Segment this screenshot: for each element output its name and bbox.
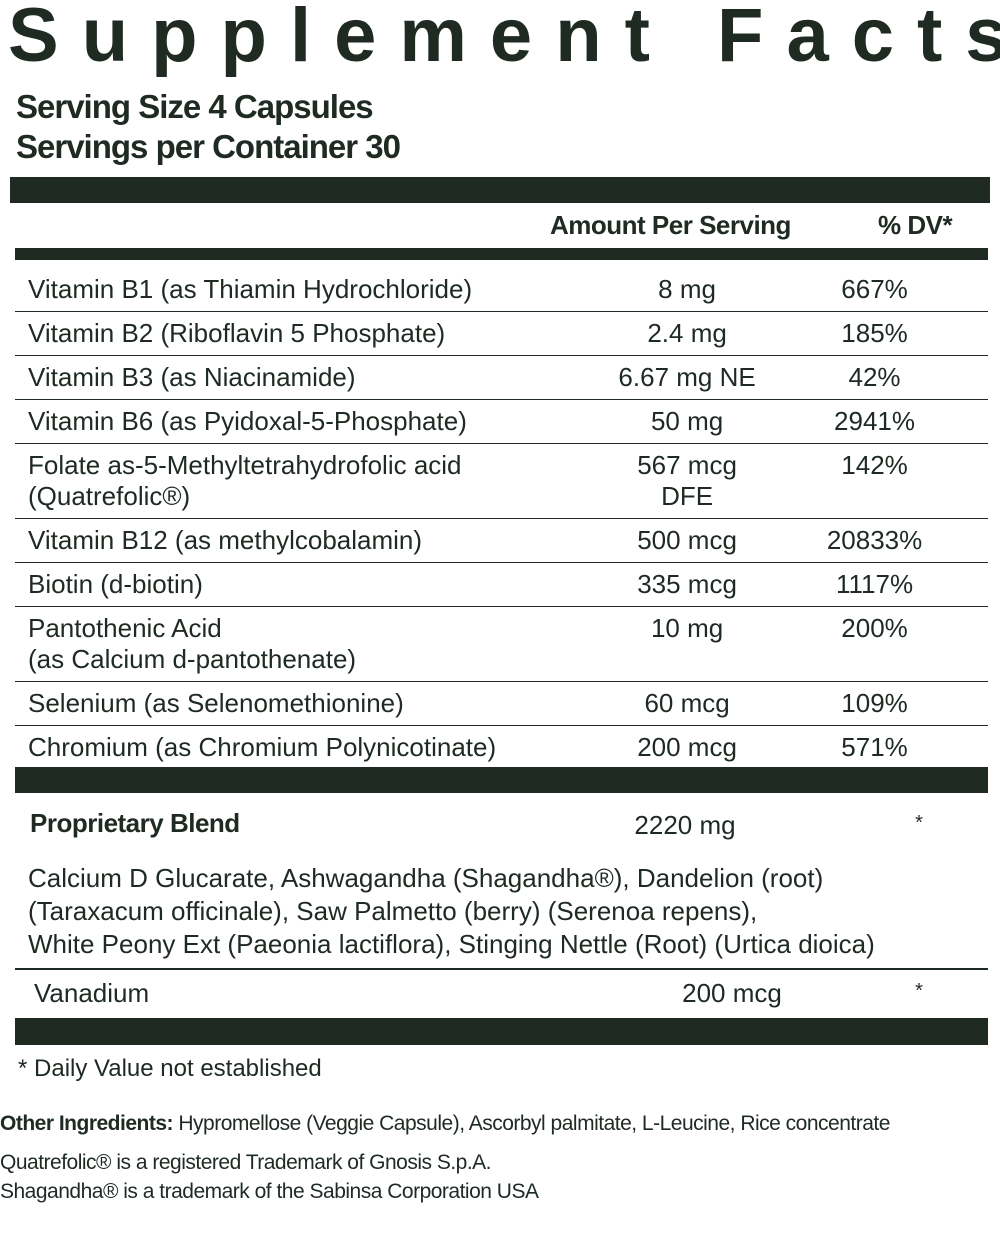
other-ingredients-text: Hypromellose (Veggie Capsule), Ascorbyl …	[178, 1112, 890, 1135]
nutrient-amount: 8 mg	[658, 274, 716, 304]
nutrient-row: Vitamin B12 (as methylcobalamin) 500 mcg 2…	[15, 519, 988, 563]
footnote: * Daily Value not established	[18, 1055, 322, 1082]
vanadium-dv: *	[915, 980, 923, 1002]
nutrient-row: Biotin (d-biotin) 335 mcg 1117%	[15, 563, 988, 607]
divider-bar	[15, 767, 988, 793]
nutrient-dv: 185%	[841, 318, 908, 348]
nutrient-amount: 60 mcg	[644, 688, 730, 718]
ingredient-line: Calcium D Glucarate, Ashwagandha (Shagan…	[28, 863, 824, 893]
nutrient-name: Pantothenic Acid (as Calcium d-pantothen…	[28, 613, 357, 674]
nutrient-amount: 500 mcg	[637, 525, 737, 555]
nutrient-row: Vitamin B2 (Riboflavin 5 Phosphate) 2.4 m…	[15, 312, 988, 356]
nutrient-dv: 142%	[841, 450, 908, 480]
serving-size: Serving Size 4 Capsules	[16, 88, 374, 125]
nutrient-amount: 50 mg	[650, 406, 724, 436]
trademark: Shagandha® is a trademark of the Sabinsa…	[0, 1180, 539, 1203]
nutrient-name: Vitamin B3 (as Niacinamide)	[28, 362, 356, 392]
nutrient-dv: 200%	[841, 613, 908, 643]
nutrient-dv: 109%	[841, 688, 908, 718]
amount-header: Amount Per Serving	[550, 210, 791, 240]
nutrient-row: Pantothenic Acid (as Calcium d-pantothen…	[15, 607, 988, 682]
nutrient-amount: 335 mcg	[637, 569, 737, 599]
nutrient-dv: 42%	[848, 362, 901, 392]
nutrient-name: Vitamin B1 (as Thiamin Hydrochloride)	[28, 274, 473, 304]
nutrient-dv: 667%	[841, 274, 908, 304]
nutrient-dv: 1117%	[835, 569, 914, 599]
dv-header: % DV*	[878, 210, 953, 240]
nutrient-amount: 200 mcg	[637, 732, 737, 762]
servings-per-container: Servings per Container 30	[16, 128, 401, 165]
ingredient-line: White Peony Ext (Paeonia lactiflora), St…	[28, 929, 875, 959]
other-ingredients-label: Other Ingredients:	[0, 1112, 174, 1135]
nutrient-dv: 2941%	[834, 406, 916, 436]
ingredient-line: (Taraxacum officinale), Saw Palmetto (be…	[28, 896, 758, 926]
nutrient-name: Folate as-5-Methyltetrahydrofolic acid (…	[28, 450, 462, 511]
divider-bar	[15, 248, 988, 260]
nutrient-row: Vitamin B6 (as Pyidoxal-5-Phosphate) 50 m…	[15, 400, 988, 444]
blend-ingredients: Calcium D Glucarate, Ashwagandha (Shagan…	[28, 862, 875, 961]
blend-dv: *	[915, 812, 923, 834]
title: Supplement Facts	[8, 0, 1000, 78]
nutrient-row: Chromium (as Chromium Polynicotinate) 200…	[15, 726, 988, 769]
nutrient-name: Vitamin B12 (as methylcobalamin)	[28, 525, 423, 555]
nutrient-amount: 10 mg	[650, 613, 724, 643]
nutrient-dv: 20833%	[826, 525, 923, 555]
nutrient-name: Selenium (as Selenomethionine)	[28, 688, 404, 718]
divider-bar	[15, 1018, 988, 1045]
nutrient-row: Selenium (as Selenomethionine) 60 mcg 109%	[15, 682, 988, 726]
nutrient-row: Folate as-5-Methyltetrahydrofolic acid (…	[15, 444, 988, 519]
nutrient-amount: 2.4 mg	[647, 318, 727, 348]
nutrient-amount: 567 mcg DFE	[637, 450, 737, 511]
divider-bar	[10, 177, 990, 203]
nutrient-name: Vitamin B6 (as Pyidoxal-5-Phosphate)	[28, 406, 467, 436]
nutrient-name: Chromium (as Chromium Polynicotinate)	[28, 732, 497, 762]
other-ingredients: Other Ingredients: Hypromellose (Veggie …	[0, 1112, 890, 1136]
row-divider	[15, 968, 988, 970]
nutrient-row: Vitamin B1 (as Thiamin Hydrochloride) 8 m…	[15, 268, 988, 312]
nutrient-row: Vitamin B3 (as Niacinamide) 6.67 mg NE 42%	[15, 356, 988, 400]
nutrient-name: Vitamin B2 (Riboflavin 5 Phosphate)	[28, 318, 446, 348]
nutrient-name: Biotin (d-biotin)	[28, 569, 203, 599]
nutrient-dv: 571%	[841, 732, 908, 762]
blend-name: Proprietary Blend	[30, 808, 240, 838]
nutrient-table: Vitamin B1 (as Thiamin Hydrochloride) 8 m…	[15, 268, 988, 769]
vanadium-amount: 200 mcg	[682, 978, 782, 1008]
nutrient-amount: 6.67 mg NE	[618, 362, 756, 392]
vanadium-name: Vanadium	[34, 978, 150, 1008]
trademark: Quatrefolic® is a registered Trademark o…	[0, 1151, 492, 1174]
blend-amount: 2220 mg	[634, 810, 736, 840]
